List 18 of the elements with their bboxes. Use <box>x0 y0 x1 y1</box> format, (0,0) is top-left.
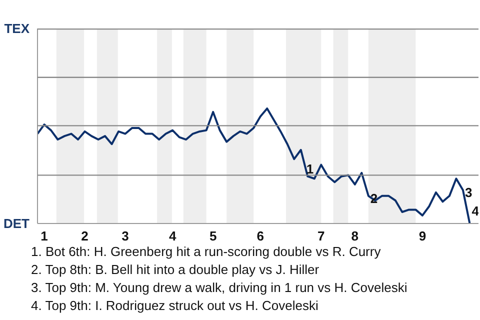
x-tick-label: 7 <box>318 228 325 244</box>
text: 3. Top 9th: M. Young drew a walk, driving in 1 run vs H. Coveleski <box>31 279 408 297</box>
text: 4. Top 9th: I. Rodriguez struck out vs H. Coveleski <box>31 297 320 315</box>
text: 1. Bot 6th: H. Greenberg hit a run-scoring double vs R. Curry <box>31 243 382 261</box>
text: TEX <box>4 21 30 36</box>
x-tick-label: 1 <box>40 228 48 244</box>
annotation: 4 <box>472 204 480 218</box>
x-tick-label: 8 <box>351 228 359 244</box>
x-tick-label: 2 <box>81 228 88 244</box>
text: DET <box>4 216 30 231</box>
x-tick-label: 6 <box>256 228 264 244</box>
annotation: 3 <box>464 185 472 200</box>
annotation: 1 <box>306 162 314 177</box>
x-tick-label: 5 <box>209 228 217 244</box>
text: 2. Top 8th: B. Bell hit into a double play vs J. Hiller <box>31 261 320 279</box>
x-tick-label: 3 <box>122 228 129 244</box>
x-tick-label: 4 <box>168 228 177 244</box>
x-tick-label: 9 <box>418 228 426 244</box>
